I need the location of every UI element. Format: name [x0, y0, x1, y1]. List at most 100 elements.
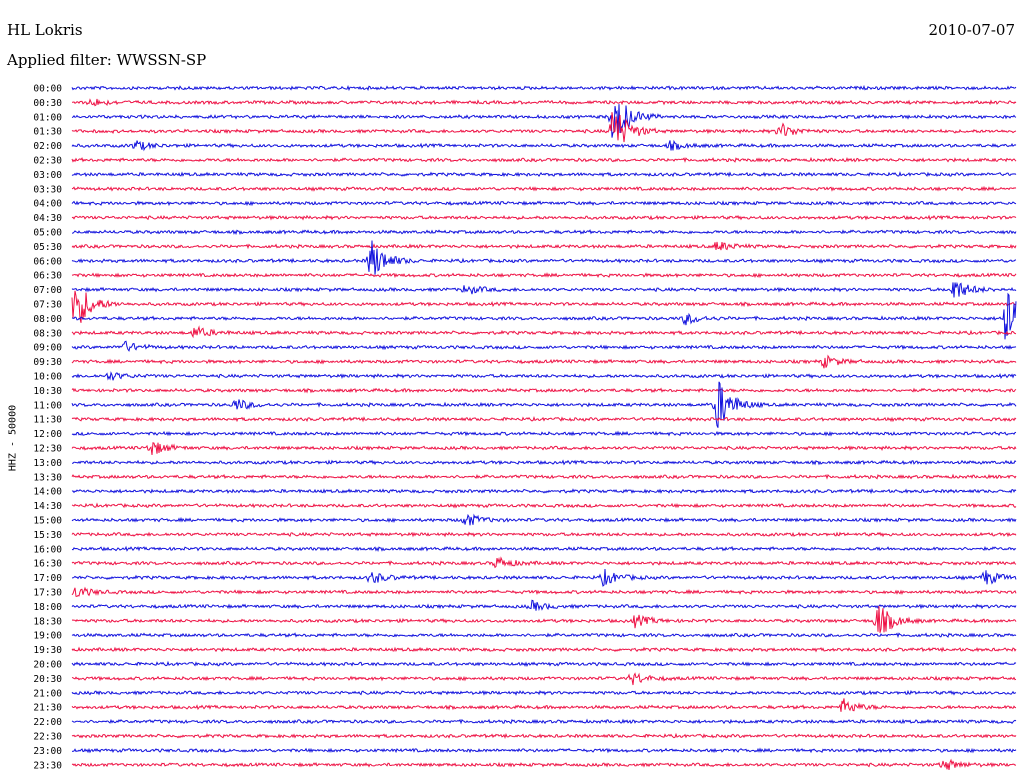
seismic-trace-row: [71, 660, 1017, 667]
row-time-label: 07:00: [33, 285, 62, 296]
row-time-label: 03:30: [33, 184, 62, 195]
seismic-trace-row: [71, 272, 1017, 279]
seismic-trace-row: [71, 241, 1017, 251]
seismic-trace-row: [71, 513, 1017, 526]
seismic-trace-row: [71, 605, 1017, 633]
seismic-trace-row: [71, 354, 1017, 369]
seismic-trace-row: [71, 371, 1017, 381]
seismic-trace-row: [71, 340, 1017, 352]
row-time-label: 00:00: [33, 84, 62, 95]
seismic-trace-row: [71, 200, 1017, 207]
row-time-label: 22:30: [33, 732, 62, 743]
seismic-trace-row: [72, 229, 1017, 236]
row-time-label: 11:00: [33, 400, 62, 411]
row-time-label: 01:00: [33, 112, 62, 123]
row-time-label: 09:00: [33, 343, 62, 354]
seismic-trace-row: [71, 112, 1017, 143]
row-time-label: 05:00: [33, 228, 62, 239]
seismic-trace-row: [71, 325, 1017, 339]
seismic-trace-row: [71, 718, 1017, 725]
station-title: HL Lokris: [7, 21, 83, 39]
row-time-label: 17:00: [33, 573, 62, 584]
seismic-trace-row: [72, 459, 1017, 466]
row-time-label: 22:00: [33, 717, 62, 728]
seismic-trace-row: [71, 240, 1017, 275]
row-time-label: 07:30: [33, 300, 62, 311]
row-time-label: 23:00: [33, 746, 62, 757]
row-time-label: 00:30: [33, 98, 62, 109]
date-label: 2010-07-07: [928, 21, 1015, 39]
row-time-label: 10:30: [33, 386, 62, 397]
row-time-label: 13:30: [33, 472, 62, 483]
row-time-label: 19:00: [33, 631, 62, 642]
seismic-trace-row: [71, 758, 1016, 770]
row-time-label: 21:30: [33, 703, 62, 714]
row-time-label: 06:30: [33, 271, 62, 282]
row-time-label: 04:00: [33, 199, 62, 210]
seismic-trace-row: [72, 568, 1017, 587]
seismic-trace-row: [71, 104, 1017, 138]
row-time-label: 23:30: [33, 760, 62, 771]
row-time-label: 01:30: [33, 127, 62, 138]
seismic-trace-row: [71, 139, 1017, 152]
seismic-trace-row: [71, 171, 1017, 178]
seismic-trace-row: [71, 689, 1017, 696]
row-time-label: 16:00: [33, 544, 62, 555]
row-time-label: 05:30: [33, 242, 62, 253]
row-time-label: 11:30: [33, 415, 62, 426]
seismic-trace-row: [71, 488, 1017, 495]
seismic-trace-row: [71, 646, 1017, 653]
row-time-label: 04:30: [33, 213, 62, 224]
row-time-label: 06:00: [33, 256, 62, 267]
seismic-trace-row: [71, 292, 1017, 340]
row-time-label: 03:00: [33, 170, 62, 181]
seismic-trace-row: [71, 281, 1017, 298]
seismic-trace-row: [71, 98, 1017, 107]
seismic-trace-row: [71, 531, 1017, 538]
row-time-label: 15:30: [33, 530, 62, 541]
row-time-label: 19:30: [33, 645, 62, 656]
row-time-label: 20:00: [33, 660, 62, 671]
row-time-label: 10:00: [33, 372, 62, 383]
row-time-label: 08:30: [33, 328, 62, 339]
seismic-trace-row: [71, 185, 1017, 192]
row-time-label: 18:30: [33, 616, 62, 627]
seismic-trace-row: [71, 599, 1017, 612]
row-time-label: 16:30: [33, 559, 62, 570]
seismic-trace-row: [71, 442, 1017, 455]
row-time-label: 02:30: [33, 156, 62, 167]
filter-label: Applied filter: WWSSN-SP: [7, 51, 207, 69]
row-time-label: 17:30: [33, 588, 62, 599]
row-time-label: 12:00: [33, 429, 62, 440]
seismic-trace-row: [71, 586, 1017, 597]
seismic-trace-row: [71, 415, 1017, 423]
seismic-trace-row: [71, 732, 1017, 740]
row-time-label: 14:30: [33, 501, 62, 512]
row-time-label: 13:00: [33, 458, 62, 469]
row-time-label: 14:00: [33, 487, 62, 498]
seismic-trace-row: [71, 84, 1017, 92]
seismic-trace-row: [71, 747, 1017, 754]
row-time-label: 09:30: [33, 357, 62, 368]
row-time-label: 08:00: [33, 314, 62, 325]
seismic-trace-row: [71, 698, 1017, 712]
seismic-trace-row: [71, 214, 1017, 221]
row-time-label: 02:00: [33, 141, 62, 152]
seismic-trace-row: [71, 502, 1017, 509]
seismic-trace-row: [71, 556, 1017, 569]
row-time-label: 20:30: [33, 674, 62, 685]
seismic-trace-row: [71, 290, 1017, 323]
seismic-trace-row: [71, 156, 1017, 163]
seismic-trace-row: [71, 381, 1017, 428]
seismic-trace-row: [71, 632, 1017, 639]
row-time-label: 18:00: [33, 602, 62, 613]
row-time-label: 12:30: [33, 444, 62, 455]
seismic-trace-row: [71, 387, 1017, 394]
seismic-trace-row: [71, 430, 1017, 437]
seismic-trace-row: [71, 545, 1017, 552]
row-time-label: 15:00: [33, 516, 62, 527]
row-time-label: 21:00: [33, 688, 62, 699]
seismic-trace-row: [71, 672, 1017, 686]
seismic-trace-row: [71, 473, 1017, 480]
